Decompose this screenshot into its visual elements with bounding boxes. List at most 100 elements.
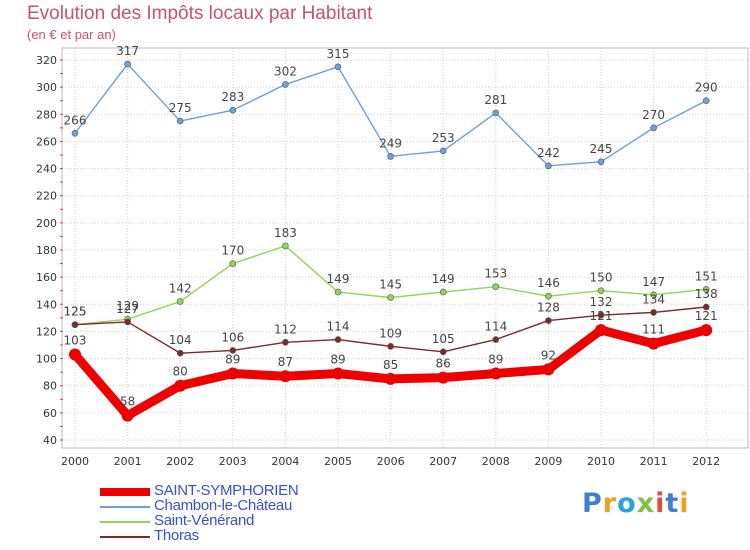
- y-tick-label: 100: [36, 353, 57, 366]
- x-tick-label: 2004: [271, 455, 299, 468]
- data-point: [595, 324, 607, 337]
- data-label: 129: [116, 299, 139, 313]
- data-point: [545, 162, 552, 170]
- data-point: [71, 321, 79, 328]
- y-tick-label: 320: [36, 54, 57, 67]
- data-label: 283: [221, 90, 244, 104]
- logo-letter: i: [655, 488, 666, 519]
- data-point: [124, 318, 131, 326]
- chart-subtitle: (en € et par an): [27, 27, 116, 42]
- data-point: [229, 106, 237, 114]
- data-label: 183: [274, 226, 297, 240]
- data-point: [69, 348, 81, 361]
- legend-swatch: [100, 506, 150, 508]
- data-point: [282, 81, 289, 88]
- data-label: 103: [64, 334, 87, 348]
- data-point: [387, 153, 394, 160]
- data-label: 106: [221, 330, 244, 344]
- y-tick-label: 140: [36, 298, 57, 311]
- data-label: 87: [278, 355, 293, 369]
- data-point: [439, 348, 447, 356]
- y-tick-label: 160: [36, 271, 57, 284]
- data-label: 146: [537, 276, 560, 290]
- data-point: [71, 129, 79, 137]
- data-label: 89: [225, 353, 240, 367]
- data-label: 125: [64, 305, 87, 319]
- y-tick-label: 180: [36, 244, 57, 257]
- data-label: 121: [590, 309, 613, 323]
- data-label: 105: [432, 332, 455, 346]
- data-label: 242: [537, 146, 560, 160]
- data-point: [229, 260, 237, 267]
- data-label: 142: [169, 282, 192, 296]
- data-point: [597, 311, 605, 319]
- logo-letter: x: [636, 488, 656, 519]
- data-label: 89: [330, 353, 345, 367]
- data-label: 270: [642, 108, 665, 122]
- data-point: [650, 309, 657, 316]
- y-tick-label: 60: [43, 407, 57, 420]
- data-label: 245: [590, 142, 613, 156]
- data-point: [702, 97, 710, 105]
- data-point: [282, 242, 289, 250]
- data-point: [650, 291, 657, 299]
- data-label: 249: [379, 136, 402, 150]
- data-label: 170: [221, 244, 244, 258]
- data-label: 151: [695, 269, 718, 283]
- data-point: [597, 158, 605, 166]
- data-point: [650, 124, 657, 132]
- x-tick-label: 2003: [219, 455, 247, 468]
- data-point: [387, 343, 394, 350]
- logo-letter: P: [582, 488, 603, 519]
- x-tick-label: 2005: [324, 455, 352, 468]
- data-label: 109: [379, 326, 402, 340]
- data-label: 302: [274, 64, 297, 78]
- data-label: 317: [116, 44, 139, 58]
- data-point: [437, 371, 450, 384]
- data-point: [492, 283, 500, 290]
- legend-swatch: [100, 521, 150, 523]
- data-label: 138: [695, 287, 718, 301]
- logo-letter: o: [617, 488, 637, 519]
- y-tick-label: 300: [36, 81, 57, 94]
- logo-letter: t: [665, 488, 680, 519]
- data-point: [176, 349, 184, 357]
- data-point: [176, 117, 184, 125]
- legend-label: Thoras: [154, 527, 199, 544]
- data-point: [545, 317, 552, 324]
- legend-swatch: [100, 536, 150, 538]
- data-label: 290: [695, 81, 718, 95]
- data-point: [229, 347, 237, 354]
- data-point: [702, 303, 710, 311]
- data-label: 111: [642, 323, 665, 337]
- data-point: [176, 298, 184, 305]
- data-label: 128: [537, 301, 560, 315]
- data-label: 134: [642, 292, 665, 306]
- data-label: 266: [64, 113, 87, 127]
- data-label: 114: [327, 320, 350, 334]
- data-point: [174, 379, 187, 392]
- y-tick-label: 260: [36, 135, 57, 148]
- data-point: [334, 288, 342, 296]
- data-label: 89: [488, 353, 503, 367]
- data-point: [124, 60, 131, 68]
- data-label: 112: [274, 322, 297, 336]
- x-tick-label: 2009: [534, 455, 562, 468]
- data-point: [489, 367, 502, 380]
- data-point: [647, 337, 660, 350]
- y-tick-label: 220: [36, 190, 57, 203]
- data-label: 281: [484, 93, 507, 107]
- data-label: 147: [642, 275, 665, 289]
- logo-letter: i: [679, 488, 690, 519]
- legend-label: Chambon-le-Château: [154, 497, 293, 514]
- data-point: [226, 367, 239, 380]
- data-label: 104: [169, 333, 192, 347]
- data-label: 315: [327, 47, 350, 61]
- x-tick-label: 2002: [166, 455, 194, 468]
- data-label: 125: [64, 305, 87, 319]
- data-label: 153: [484, 267, 507, 281]
- x-tick-label: 2000: [61, 455, 89, 468]
- y-tick-label: 240: [36, 163, 57, 176]
- x-tick-label: 2008: [482, 455, 510, 468]
